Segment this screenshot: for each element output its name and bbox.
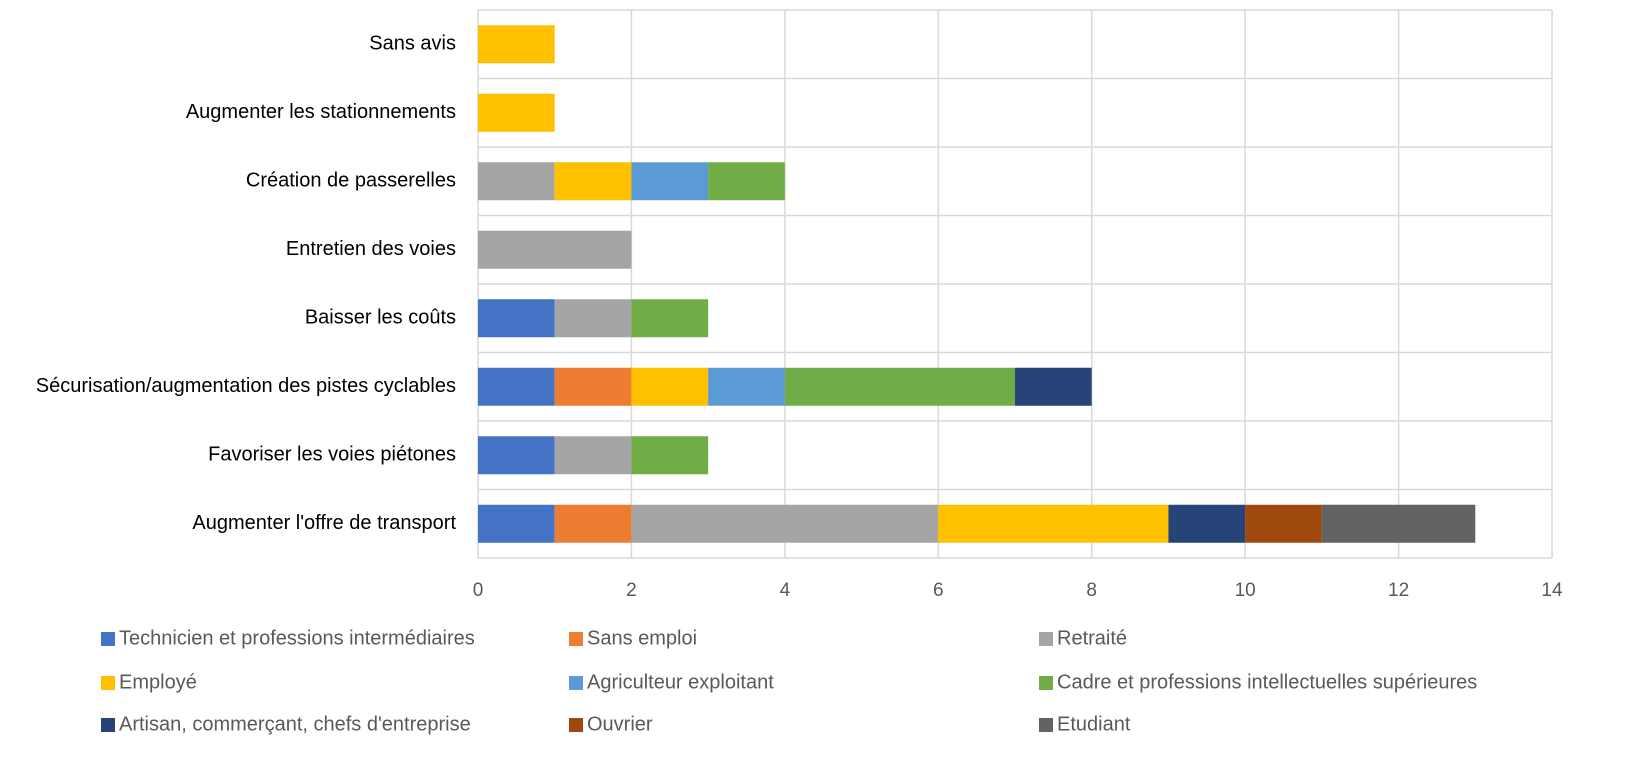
x-tick-label: 6 (933, 580, 944, 601)
legend-label: Etudiant (1057, 713, 1131, 735)
legend-item: Ouvrier (569, 713, 653, 735)
bar-segment (554, 504, 632, 543)
category-label: Entretien des voies (286, 238, 456, 260)
category-label: Sans avis (369, 33, 456, 55)
bar-segment (631, 299, 709, 338)
category-label: Baisser les coûts (305, 307, 456, 329)
legend-swatch (1039, 718, 1053, 732)
bar-segment (708, 162, 785, 201)
bar-segment (1015, 367, 1092, 406)
legend-swatch (101, 718, 115, 732)
bar-segment (1321, 504, 1476, 543)
legend-item: Retraité (1039, 627, 1127, 649)
legend-item: Employé (101, 671, 197, 693)
bar-segment (554, 299, 632, 338)
category-label: Création de passerelles (246, 170, 456, 192)
legend-label: Agriculteur exploitant (587, 671, 774, 693)
x-tick-label: 12 (1388, 580, 1409, 601)
bar-segment (631, 367, 709, 406)
bars (478, 25, 1476, 543)
bar-segment (708, 367, 785, 406)
legend-item: Etudiant (1039, 713, 1131, 735)
x-tick-label: 4 (780, 580, 791, 601)
legend-item: Agriculteur exploitant (569, 671, 774, 693)
category-labels: Augmenter l'offre de transport Favoriser … (36, 33, 457, 535)
x-tick-label: 10 (1235, 580, 1256, 601)
legend-item: Sans emploi (569, 627, 697, 649)
bar-segment (478, 299, 555, 338)
legend-swatch (569, 718, 583, 732)
bar-segment (631, 162, 709, 201)
bar-segment (554, 367, 632, 406)
bar-segment (938, 504, 1169, 543)
legend-swatch (101, 632, 115, 646)
x-tick-label: 8 (1086, 580, 1097, 601)
legend-swatch (101, 676, 115, 690)
legend-item: Artisan, commerçant, chefs d'entreprise (101, 713, 471, 735)
legend-label: Artisan, commerçant, chefs d'entreprise (119, 713, 471, 735)
bar-segment (631, 436, 709, 475)
category-label: Augmenter les stationnements (186, 101, 456, 123)
legend-swatch (569, 632, 583, 646)
x-tick-label: 0 (473, 580, 484, 601)
bar-segment (478, 436, 555, 475)
x-tick-label: 14 (1541, 580, 1563, 601)
bar-segment (784, 367, 1015, 406)
bar-segment (1168, 504, 1246, 543)
legend-label: Cadre et professions intellectuelles sup… (1057, 671, 1477, 693)
bar-segment (478, 162, 555, 201)
bar-segment (554, 162, 632, 201)
bar-segment (478, 504, 555, 543)
bar-segment (478, 93, 555, 132)
legend-label: Sans emploi (587, 627, 697, 649)
legend-label: Retraité (1057, 627, 1127, 649)
bar-segment (478, 25, 555, 64)
legend-label: Ouvrier (587, 713, 653, 735)
legend-swatch (1039, 676, 1053, 690)
x-tick-label: 2 (626, 580, 637, 601)
legend-label: Technicien et professions intermédiaires (119, 627, 475, 649)
legend-swatch (1039, 632, 1053, 646)
bar-segment (478, 230, 632, 269)
x-axis-tick-labels: 0 2 4 6 8 10 12 14 (473, 580, 1563, 601)
legend-label: Employé (119, 671, 197, 693)
gridlines (477, 9, 1553, 559)
category-label: Favoriser les voies piétones (208, 444, 456, 466)
bar-segment (554, 436, 632, 475)
legend-item: Cadre et professions intellectuelles sup… (1039, 671, 1477, 693)
legend-swatch (569, 676, 583, 690)
legend: Technicien et professions intermédiaires… (101, 627, 1477, 735)
legend-item: Technicien et professions intermédiaires (101, 627, 475, 649)
bar-segment (631, 504, 939, 543)
bar-segment (478, 367, 555, 406)
category-label: Sécurisation/augmentation des pistes cyc… (36, 375, 456, 397)
category-label: Augmenter l'offre de transport (192, 512, 456, 534)
bar-segment (1245, 504, 1322, 543)
